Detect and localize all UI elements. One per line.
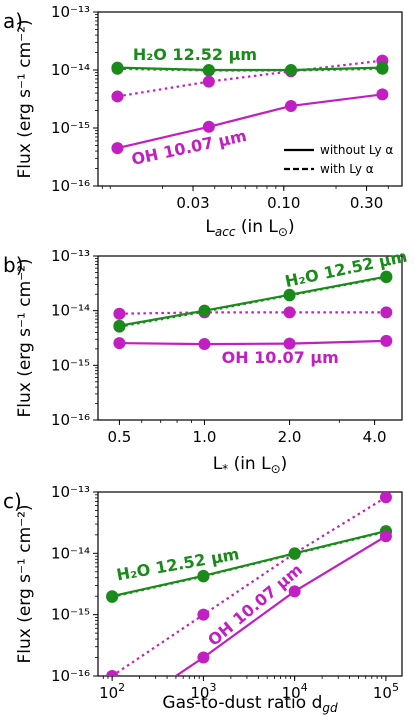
plot-frame bbox=[97, 255, 403, 421]
x-tick-label: 1.0 bbox=[193, 428, 217, 446]
data-point-oh bbox=[283, 337, 296, 350]
annotation-h2o: H₂O 12.52 μm bbox=[115, 544, 241, 584]
legend: without Ly α with Ly α bbox=[284, 143, 393, 176]
x-tick-label: 102 bbox=[99, 681, 125, 702]
panel-3: 10⁻¹⁶ 10⁻¹⁵ 10⁻¹⁴ 10⁻¹³ 102 103 104 105 Flux (er… bbox=[3, 483, 403, 715]
series-line-oh-dotted bbox=[117, 59, 383, 98]
y-tick-label: 10⁻¹⁴ bbox=[51, 61, 90, 79]
series-line-oh-solid bbox=[119, 339, 387, 346]
plot-frame bbox=[97, 11, 403, 187]
data-point-oh bbox=[288, 585, 301, 598]
annotation-oh: OH 10.07 μm bbox=[222, 348, 339, 367]
data-point-oh bbox=[197, 651, 210, 664]
y-tick-label: 10⁻¹⁶ bbox=[51, 411, 90, 429]
y-tick-label: 10⁻¹³ bbox=[51, 483, 90, 501]
data-point-oh bbox=[376, 88, 389, 101]
data-point-h2o bbox=[198, 304, 211, 317]
y-tick-label: 10⁻¹⁴ bbox=[51, 544, 90, 562]
y-tick-label: 10⁻¹⁶ bbox=[51, 177, 90, 195]
legend-label: without Ly α bbox=[320, 143, 393, 157]
data-point-oh bbox=[111, 142, 124, 155]
y-tick-label: 10⁻¹³ bbox=[51, 247, 90, 265]
x-tick-label: 0.5 bbox=[107, 428, 131, 446]
legend-label: with Ly α bbox=[320, 162, 374, 176]
data-point-oh bbox=[202, 75, 215, 88]
x-tick-label: 105 bbox=[373, 681, 399, 702]
plot-frame bbox=[97, 491, 403, 677]
series-line-oh-dotted bbox=[119, 311, 387, 315]
data-point-oh bbox=[106, 670, 119, 676]
x-tick-label: 0.03 bbox=[176, 194, 209, 212]
y-tick-label: 10⁻¹⁶ bbox=[51, 667, 90, 685]
x-axis-title: L* (in L⊙) bbox=[213, 454, 288, 476]
x-tick-label: 103 bbox=[190, 681, 216, 702]
x-tick-label: 0.10 bbox=[267, 194, 300, 212]
y-tick-label: 10⁻¹⁵ bbox=[51, 356, 90, 374]
data-point-oh bbox=[113, 307, 126, 320]
data-point-h2o bbox=[106, 590, 119, 603]
data-point-oh bbox=[197, 608, 210, 621]
data-point-oh bbox=[202, 120, 215, 133]
data-point-h2o bbox=[202, 64, 215, 76]
data-point-oh bbox=[379, 530, 392, 543]
y-tick-label: 10⁻¹³ bbox=[51, 3, 90, 21]
panel-label: b) bbox=[3, 253, 24, 277]
series-line-h2o-solid bbox=[117, 66, 383, 72]
x-tick-label: 104 bbox=[282, 681, 308, 702]
data-point-h2o bbox=[111, 61, 124, 74]
data-point-h2o bbox=[284, 64, 297, 76]
data-point-h2o bbox=[283, 288, 296, 301]
series-line-h2o-solid bbox=[111, 530, 387, 598]
data-point-oh bbox=[198, 338, 211, 351]
series-group bbox=[106, 492, 392, 676]
annotation-h2o: H₂O 12.52 μm bbox=[133, 45, 257, 64]
series-line-oh-solid bbox=[117, 93, 383, 150]
y-axis-title: Flux (erg s⁻¹ cm⁻²) bbox=[15, 504, 35, 663]
data-point-oh bbox=[113, 337, 126, 350]
x-tick-label: 4.0 bbox=[363, 428, 387, 446]
panel-label: a) bbox=[3, 9, 23, 33]
x-tick-label: 2.0 bbox=[278, 428, 302, 446]
data-point-oh bbox=[284, 99, 297, 112]
series-line-oh-dotted bbox=[111, 496, 387, 676]
data-point-h2o bbox=[376, 61, 389, 74]
y-tick-label: 10⁻¹⁵ bbox=[51, 606, 90, 624]
data-point-h2o bbox=[113, 319, 126, 332]
series-line-oh-solid bbox=[173, 535, 387, 676]
data-point-h2o bbox=[197, 569, 210, 582]
y-axis-title: Flux (erg s⁻¹ cm⁻²) bbox=[15, 19, 35, 178]
series-line-h2o-solid bbox=[119, 275, 387, 327]
series-group bbox=[113, 270, 393, 351]
data-point-oh bbox=[111, 90, 124, 103]
y-tick-label: 10⁻¹⁵ bbox=[51, 119, 90, 137]
data-point-oh bbox=[283, 306, 296, 319]
data-point-h2o bbox=[288, 547, 301, 560]
y-tick-label: 10⁻¹⁴ bbox=[51, 302, 90, 320]
panel-1: 10⁻¹⁶ 10⁻¹⁵ 10⁻¹⁴ 10⁻¹³ 0.03 0.10 0.30 Flux (er… bbox=[3, 3, 403, 239]
series-group bbox=[111, 54, 389, 155]
x-axis-title: Lacc (in L⊙) bbox=[205, 217, 294, 239]
panel-label: c) bbox=[3, 489, 22, 513]
data-point-oh bbox=[380, 306, 393, 319]
panel-2: 10⁻¹⁶ 10⁻¹⁵ 10⁻¹⁴ 10⁻¹³ 0.5 1.0 2.0 4.0 Flux (er… bbox=[3, 247, 409, 476]
y-axis-title: Flux (erg s⁻¹ cm⁻²) bbox=[15, 258, 35, 417]
x-tick-label: 0.30 bbox=[350, 194, 383, 212]
x-axis-title: Gas-to-dust ratio dgd bbox=[162, 693, 338, 715]
data-point-oh bbox=[379, 492, 392, 504]
data-point-oh bbox=[380, 334, 393, 347]
data-point-h2o bbox=[380, 270, 393, 283]
